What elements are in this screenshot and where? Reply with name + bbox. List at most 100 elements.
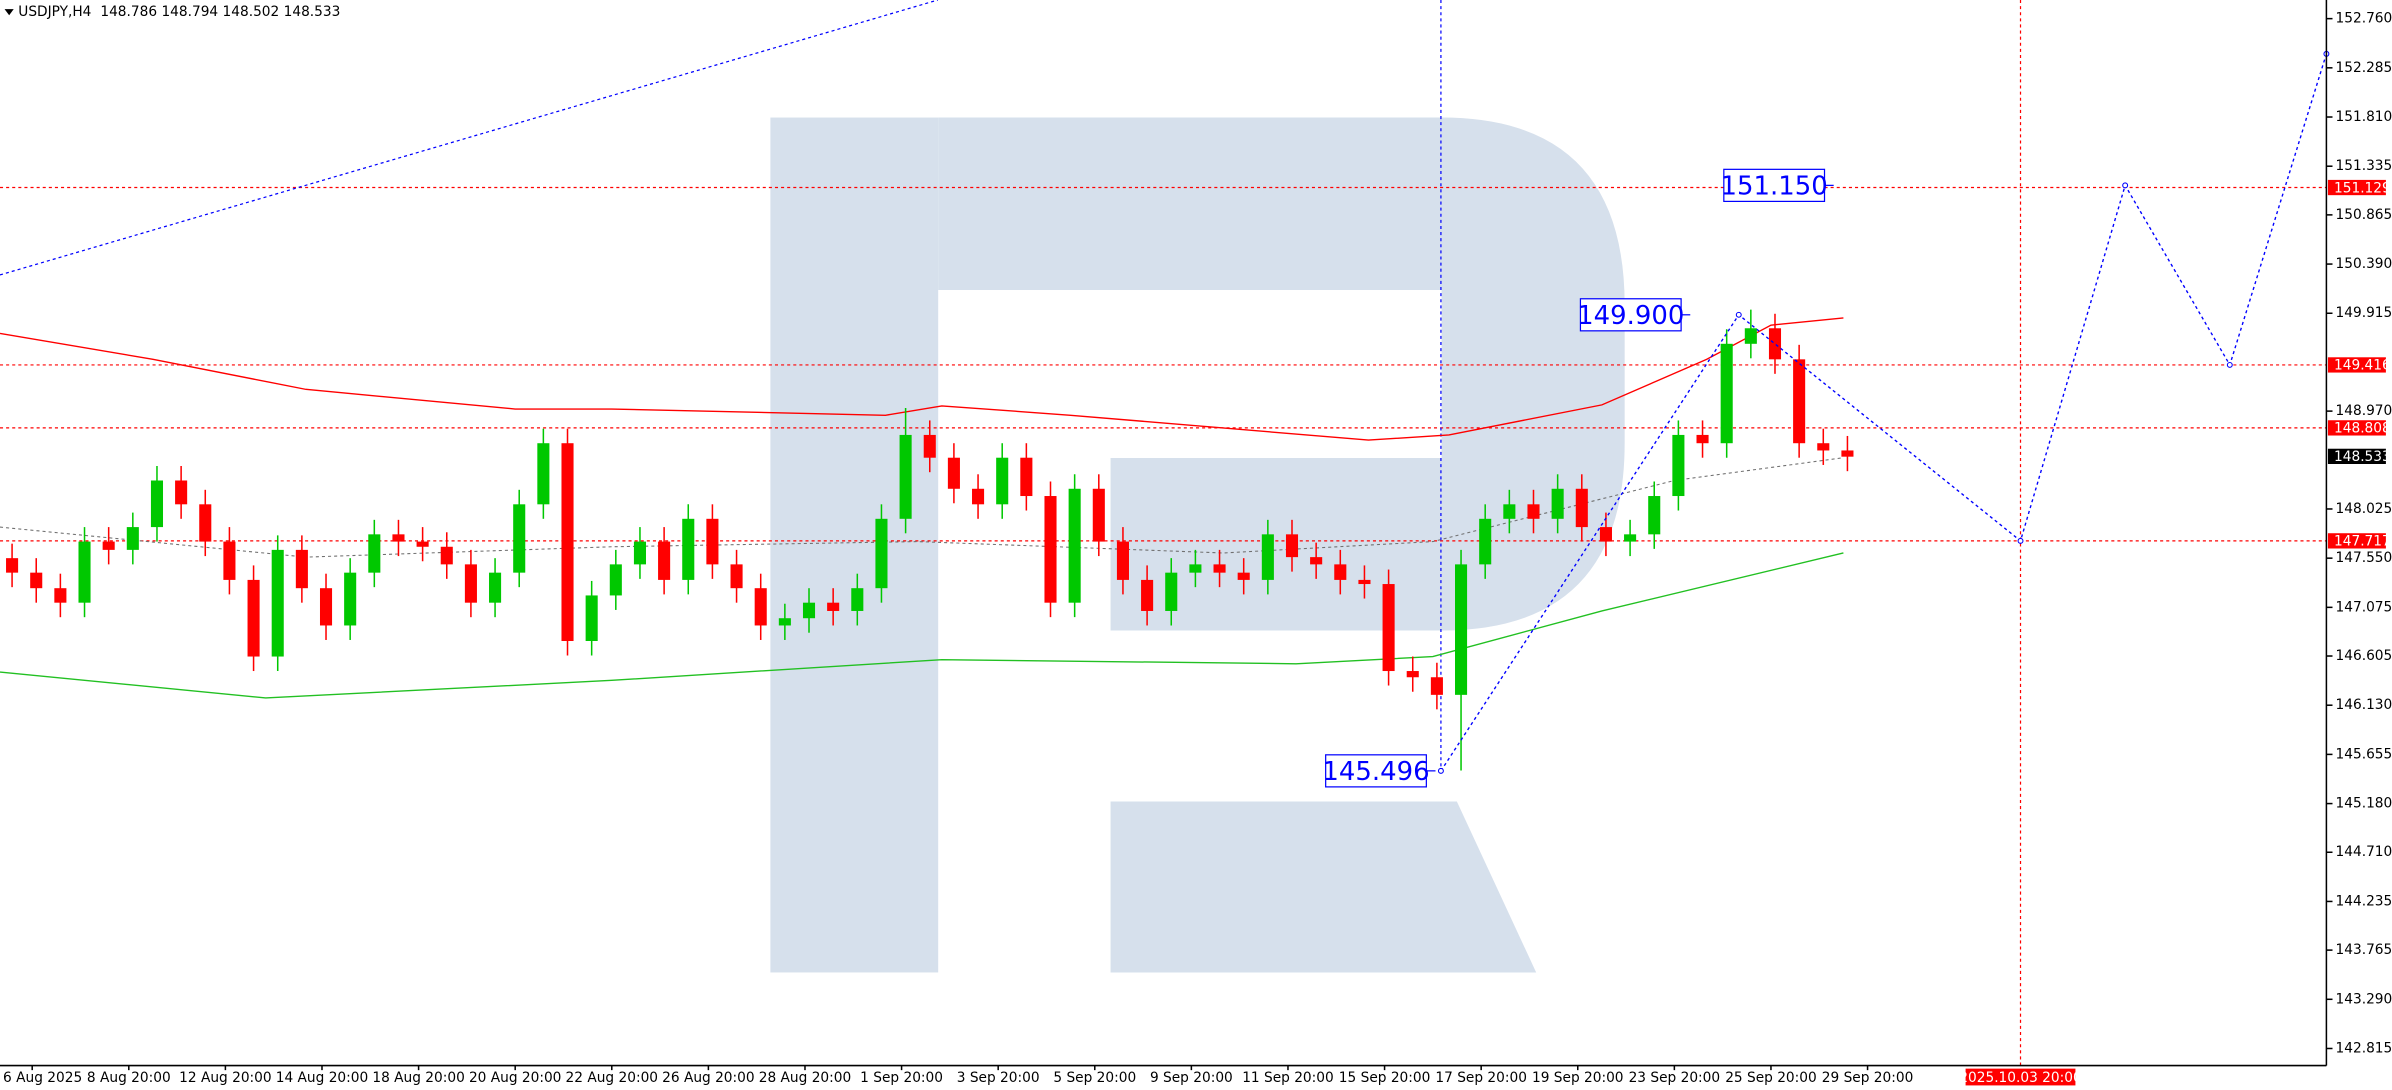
x-tick-label: 19 Sep 20:00 [1532, 1070, 1624, 1086]
x-tick-label: 8 Aug 20:00 [87, 1070, 171, 1086]
candle-body [1430, 677, 1443, 695]
cursor-time-tag [1965, 1068, 2076, 1086]
y-tick-label: 145.180 [2336, 796, 2392, 812]
price-level-tag [2327, 179, 2386, 196]
candle-body [1261, 534, 1274, 580]
candle-body [1696, 434, 1709, 444]
candle-body [392, 534, 405, 542]
price-level-label: 148.808 [2334, 421, 2391, 437]
candle-body [199, 504, 212, 542]
symbol: USDJPY,H4 [18, 4, 91, 20]
forecast-label: 145.496 [1322, 757, 1429, 787]
candle-body [30, 572, 43, 589]
candle-body [754, 588, 767, 626]
header-open: 148.786 [100, 4, 157, 20]
candle-body [1213, 564, 1226, 573]
current-price-tag [2327, 448, 2386, 464]
y-tick-label: 146.605 [2336, 648, 2392, 664]
x-tick-label: 18 Aug 20:00 [372, 1070, 464, 1086]
moving-average [0, 552, 1844, 699]
candle-body [1575, 488, 1588, 528]
candle-body [368, 534, 381, 573]
y-tick-label: 145.655 [2336, 746, 2392, 762]
candle-body [1744, 328, 1757, 344]
candle-body [150, 480, 164, 528]
x-tick-label: 26 Aug 20:00 [662, 1070, 754, 1086]
y-tick-label: 151.335 [2336, 158, 2392, 174]
forecast-label-box [1325, 754, 1427, 788]
candle-body [923, 434, 936, 458]
forecast-point [1735, 311, 1742, 318]
x-tick-label: 22 Aug 20:00 [566, 1070, 658, 1086]
candle-body [658, 541, 671, 580]
y-tick-label: 152.285 [2336, 60, 2392, 76]
candle-body [996, 457, 1009, 505]
candle-body [513, 504, 526, 573]
candle-body [972, 488, 985, 505]
y-tick-label: 150.865 [2336, 207, 2392, 223]
moving-average [0, 317, 1844, 441]
candle-body [585, 595, 598, 642]
candle-body [271, 549, 284, 657]
y-tick-label: 142.815 [2336, 1040, 2392, 1056]
price-level-label: 151.129 [2334, 180, 2391, 196]
x-tick-label: 25 Sep 20:00 [1725, 1070, 1817, 1086]
candle-body [1503, 504, 1516, 519]
candle-body [344, 572, 357, 626]
y-tick-label: 144.235 [2336, 893, 2392, 909]
candle-body [1672, 434, 1685, 497]
candle-body [78, 541, 91, 603]
watermark-logo [770, 117, 1625, 973]
candle-body [778, 618, 791, 626]
candle-body [1817, 443, 1830, 451]
y-tick-label: 150.390 [2336, 256, 2392, 272]
candle-body [1479, 518, 1492, 565]
candle-body [1551, 488, 1564, 519]
forecast-label: 149.900 [1577, 301, 1684, 331]
candle-body [706, 518, 719, 565]
x-tick-label: 12 Aug 20:00 [179, 1070, 271, 1086]
candle-body [609, 564, 622, 596]
x-tick-label: 1 Sep 20:00 [860, 1070, 943, 1086]
y-tick-label: 148.025 [2336, 501, 2392, 517]
chart-header: USDJPY,H4 148.786 148.794 148.502 148.53… [18, 4, 340, 20]
candle-body [1044, 496, 1057, 603]
x-tick-label: 14 Aug 20:00 [276, 1070, 368, 1086]
y-tick-label: 143.765 [2336, 942, 2392, 958]
forecast-label-box [1579, 298, 1682, 332]
candle-body [1092, 488, 1105, 542]
header-low: 148.502 [223, 4, 280, 20]
x-tick-label: 28 Aug 20:00 [759, 1070, 851, 1086]
symbol-menu-arrow[interactable] [4, 9, 14, 16]
candle-body [1237, 572, 1250, 580]
candle-body [1841, 450, 1854, 457]
candle-body [175, 480, 188, 505]
candle-body [295, 549, 308, 589]
candle-body [899, 434, 912, 519]
forecast-point [2122, 182, 2129, 189]
candle-body [1406, 671, 1419, 678]
x-tick-label: 11 Sep 20:00 [1242, 1070, 1334, 1086]
candle-body [730, 564, 743, 589]
candle-body [1599, 527, 1612, 542]
y-tick-label: 147.075 [2336, 599, 2392, 615]
price-level-tag [2327, 420, 2386, 436]
candle-body [827, 602, 840, 611]
y-tick-label: 152.760 [2336, 11, 2392, 27]
current-price-label: 148.533 [2334, 449, 2391, 465]
forecast-point [1437, 767, 1444, 774]
candle-body [875, 518, 888, 589]
price-level-label: 149.416 [2334, 358, 2391, 374]
candle-body [682, 518, 695, 580]
candle-body [247, 579, 260, 657]
candle-body [1020, 457, 1033, 497]
logo-leg [1110, 801, 1537, 973]
x-tick-label: 9 Sep 20:00 [1150, 1070, 1233, 1086]
price-level-tag [2327, 533, 2386, 549]
x-tick-label: 6 Aug 2025 [3, 1070, 82, 1086]
y-tick-label: 143.290 [2336, 991, 2392, 1007]
x-tick-label: 3 Sep 20:00 [957, 1070, 1040, 1086]
candle-body [102, 541, 115, 550]
